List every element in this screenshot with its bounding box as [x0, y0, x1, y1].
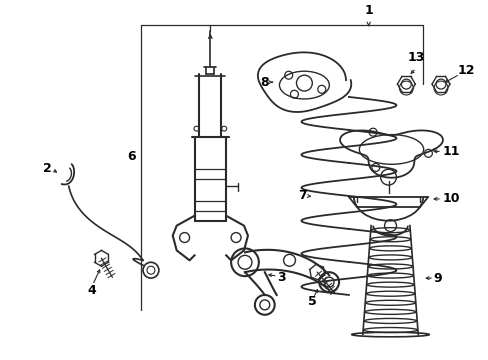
- Text: 10: 10: [442, 193, 460, 206]
- Text: 8: 8: [260, 76, 268, 89]
- Text: 3: 3: [277, 271, 285, 284]
- Text: 9: 9: [433, 272, 442, 285]
- Text: 5: 5: [307, 296, 316, 309]
- Text: 13: 13: [407, 51, 424, 64]
- Text: 7: 7: [297, 189, 306, 202]
- Text: 6: 6: [127, 150, 136, 163]
- Text: 4: 4: [87, 284, 96, 297]
- Text: 12: 12: [457, 64, 474, 77]
- Text: 11: 11: [442, 145, 460, 158]
- Text: 1: 1: [364, 4, 372, 17]
- Text: 2: 2: [42, 162, 51, 175]
